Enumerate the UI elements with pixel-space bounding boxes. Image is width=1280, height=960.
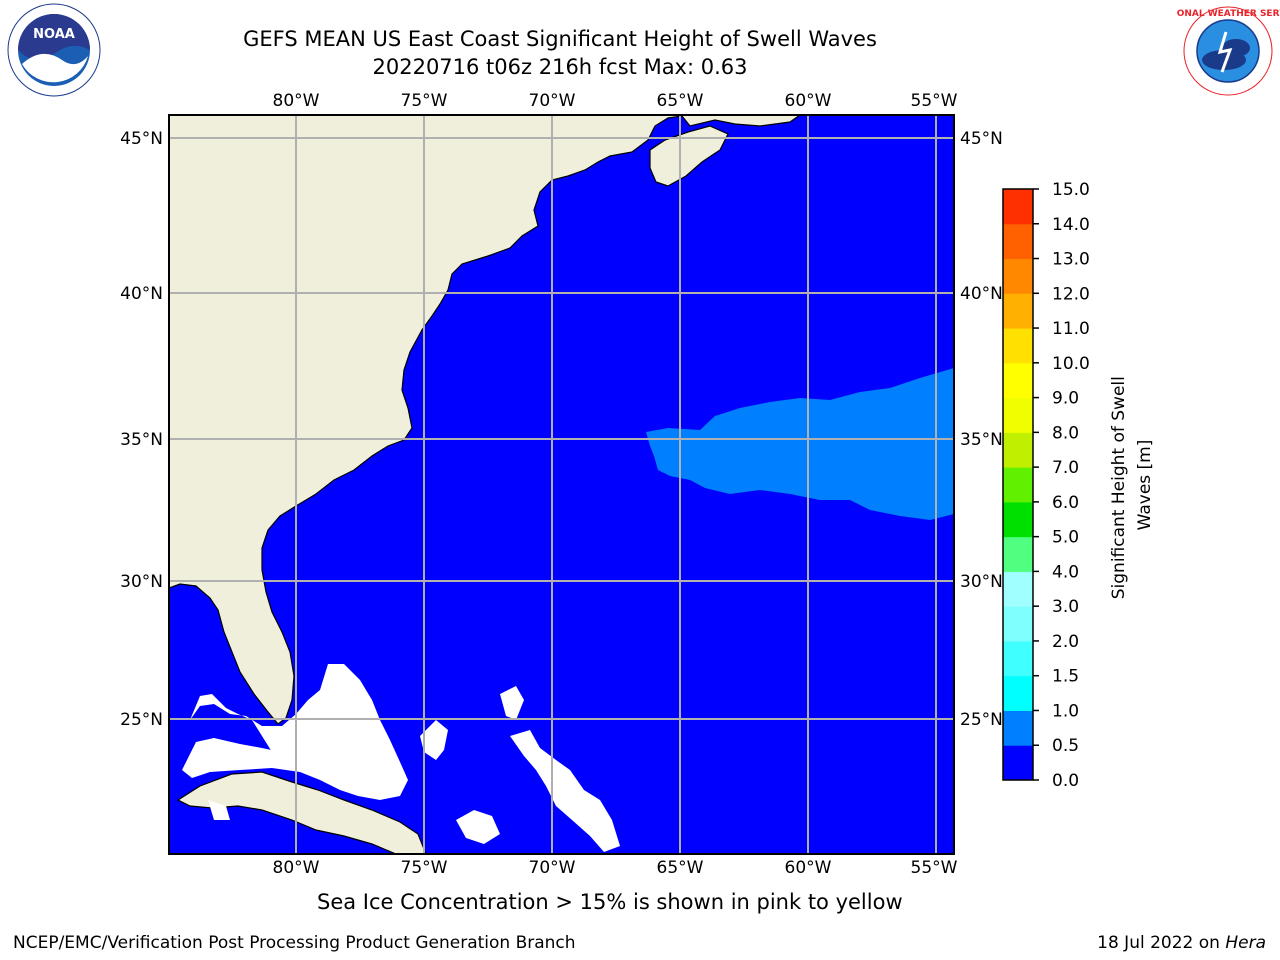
lat-label-right: 35°N — [960, 430, 1003, 450]
colorbar-label: Significant Height of Swell Waves [m] — [1109, 371, 1155, 600]
colorbar-ticks: 0.0 0.5 1.0 1.5 2.0 3.0 4.0 5.0 6.0 7.0 8.0 9.0 10.0… — [1033, 180, 1090, 791]
lat-label-right: 30°N — [960, 572, 1003, 592]
colorbar-tick-label: 9.0 — [1052, 389, 1079, 409]
lat-label-left: 35°N — [120, 430, 163, 450]
lat-label-left: 45°N — [120, 129, 163, 149]
colorbar-tick-label: 3.0 — [1052, 597, 1079, 617]
lon-label-top: 80°W — [273, 91, 320, 111]
colorbar-swatch — [1003, 745, 1033, 781]
colorbar-swatch — [1003, 606, 1033, 642]
colorbar-swatch — [1003, 189, 1033, 225]
lon-label-bottom: 60°W — [785, 858, 832, 878]
sea-ice-note: Sea Ice Concentration > 15% is shown in … — [317, 890, 903, 914]
noaa-logo-icon: NOAA — [7, 3, 101, 97]
colorbar-swatch — [1003, 293, 1033, 329]
lon-label-top: 65°W — [657, 91, 704, 111]
map-frame — [168, 114, 955, 855]
lat-label-left: 25°N — [120, 710, 163, 730]
colorbar-swatch — [1003, 362, 1033, 399]
colorbar-swatch — [1003, 571, 1033, 607]
no-data-areas — [182, 664, 620, 852]
colorbar-swatch — [1003, 467, 1033, 503]
chart-title: GEFS MEAN US East Coast Significant Heig… — [243, 27, 877, 51]
colorbar-tick-label: 4.0 — [1052, 562, 1079, 582]
colorbar-tick-label: 10.0 — [1052, 354, 1090, 374]
footer-credit: NCEP/EMC/Verification Post Processing Pr… — [13, 933, 576, 953]
colorbar-swatch — [1003, 675, 1033, 711]
lon-label-bottom: 80°W — [273, 858, 320, 878]
lon-label-top: 75°W — [401, 91, 448, 111]
colorbar-swatch — [1003, 223, 1033, 260]
chart-subtitle: 20220716 t06z 216h fcst Max: 0.63 — [372, 55, 748, 79]
colorbar-frame — [1002, 188, 1034, 781]
colorbar-swatch — [1003, 397, 1033, 433]
lon-label-bottom: 55°W — [911, 858, 958, 878]
colorbar-swatch — [1003, 258, 1033, 294]
colorbar-tick-label: 12.0 — [1052, 284, 1090, 304]
colorbar-swatches — [1003, 189, 1033, 781]
colorbar-tick-label: 7.0 — [1052, 458, 1079, 478]
nws-logo-text: NATIONAL WEATHER SERVICE — [1176, 9, 1280, 19]
lat-label-right: 45°N — [960, 129, 1003, 149]
colorbar-tick-label: 0.5 — [1052, 736, 1079, 756]
footer-date: 18 Jul 2022 on Hera — [1097, 933, 1266, 953]
colorbar-swatch — [1003, 536, 1033, 572]
colorbar-swatch — [1003, 501, 1033, 538]
colorbar-tick-label: 5.0 — [1052, 528, 1079, 548]
land-nova-scotia — [649, 125, 729, 187]
lon-label-bottom: 70°W — [529, 858, 576, 878]
graticule — [169, 115, 954, 854]
footer-host: Hera — [1225, 933, 1266, 953]
colorbar-tick-label: 6.0 — [1052, 493, 1079, 513]
colorbar-tick-label: 14.0 — [1052, 215, 1090, 235]
lat-label-right: 25°N — [960, 710, 1003, 730]
lat-label-right: 40°N — [960, 284, 1003, 304]
colorbar-tick-label: 13.0 — [1052, 250, 1090, 270]
swell-area-05-10 — [646, 368, 954, 520]
nws-logo-icon: NATIONAL WEATHER SERVICE — [1176, 5, 1280, 97]
colorbar-swatch — [1003, 432, 1033, 468]
noaa-logo-text: NOAA — [33, 27, 75, 42]
colorbar-tick-label: 8.0 — [1052, 423, 1079, 443]
colorbar-tick-label: 2.0 — [1052, 632, 1079, 652]
lon-label-top: 60°W — [785, 91, 832, 111]
colorbar-tick-label: 1.5 — [1052, 667, 1079, 687]
colorbar-tick-label: 11.0 — [1052, 319, 1090, 339]
lon-label-bottom: 65°W — [657, 858, 704, 878]
lon-label-top: 55°W — [911, 91, 958, 111]
colorbar-tick-label: 1.0 — [1052, 701, 1079, 721]
colorbar-swatch — [1003, 328, 1033, 364]
lat-label-left: 30°N — [120, 572, 163, 592]
land-cuba — [176, 771, 427, 854]
colorbar-tick-label: 0.0 — [1052, 771, 1079, 791]
lon-label-top: 70°W — [529, 91, 576, 111]
colorbar-swatch — [1003, 710, 1033, 746]
colorbar-swatch — [1003, 640, 1033, 677]
lon-label-bottom: 75°W — [401, 858, 448, 878]
colorbar-tick-label: 15.0 — [1052, 180, 1090, 200]
lat-label-left: 40°N — [120, 284, 163, 304]
